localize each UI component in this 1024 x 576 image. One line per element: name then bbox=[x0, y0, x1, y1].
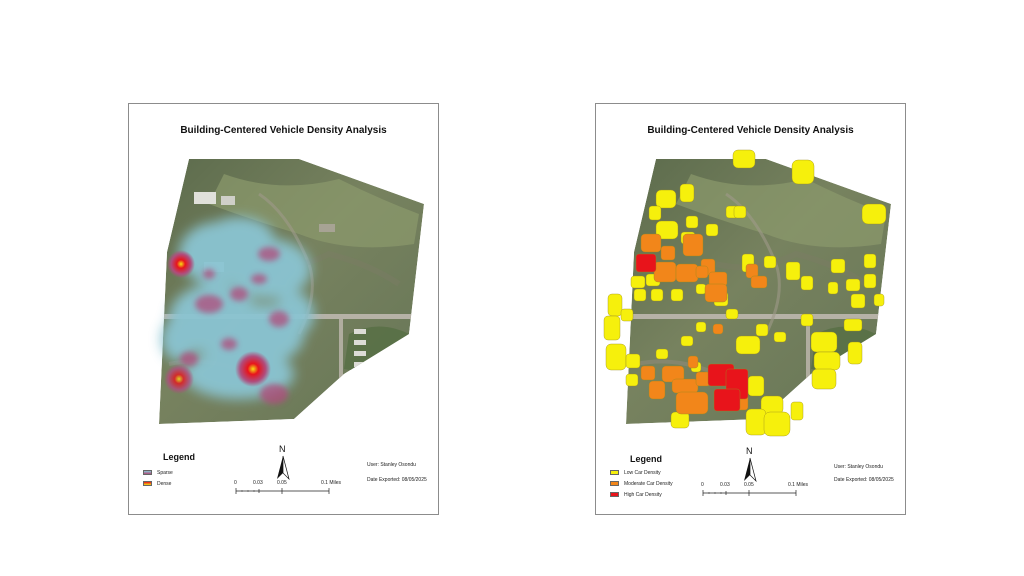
north-arrow-icon bbox=[744, 457, 757, 483]
scale-label-2: 0.05 bbox=[744, 482, 754, 488]
legend-label-low: Low Car Density bbox=[624, 470, 661, 476]
map-layout-buildings: Building-Centered Vehicle Density Analys… bbox=[595, 103, 906, 515]
legend-title: Legend bbox=[163, 452, 196, 462]
legend-swatch-low bbox=[610, 470, 619, 475]
building-density-polygons bbox=[603, 149, 887, 437]
aerial-map-heatmap[interactable] bbox=[129, 104, 439, 515]
north-arrow-icon bbox=[277, 455, 290, 481]
legend-label-sparse: Sparse bbox=[157, 470, 173, 476]
legend-label-high: High Car Density bbox=[624, 492, 662, 498]
map-layout-heatmap: Building-Centered Vehicle Density Analys… bbox=[128, 103, 439, 515]
export-date: Date Exported: 08/05/2025 bbox=[367, 477, 427, 483]
legend-title: Legend bbox=[630, 454, 663, 464]
scale-bar bbox=[235, 488, 330, 494]
legend-swatch-dense bbox=[143, 481, 152, 486]
scale-bar bbox=[702, 490, 797, 496]
legend-swatch-sparse bbox=[143, 470, 152, 475]
user-credit: User: Stanley Osondu bbox=[834, 464, 883, 470]
aerial-map-buildings[interactable] bbox=[596, 104, 906, 515]
scale-label-3: 0.1 Miles bbox=[321, 480, 342, 486]
scale-label-1: 0.03 bbox=[720, 482, 730, 488]
map-title: Building-Centered Vehicle Density Analys… bbox=[647, 125, 854, 136]
user-credit: User: Stanley Osondu bbox=[367, 462, 416, 468]
scale-label-0: 0 bbox=[701, 482, 704, 488]
legend-label-moderate: Moderate Car Density bbox=[624, 481, 673, 487]
map-title: Building-Centered Vehicle Density Analys… bbox=[180, 125, 387, 136]
export-date: Date Exported: 08/05/2025 bbox=[834, 477, 894, 483]
scale-label-1: 0.03 bbox=[253, 480, 263, 486]
legend-label-dense: Dense bbox=[157, 481, 172, 487]
legend-swatch-moderate bbox=[610, 481, 619, 486]
scale-label-0: 0 bbox=[234, 480, 237, 486]
north-label: N bbox=[746, 446, 753, 456]
scale-label-2: 0.05 bbox=[277, 480, 287, 486]
scale-label-3: 0.1 Miles bbox=[788, 482, 809, 488]
legend-swatch-high bbox=[610, 492, 619, 497]
density-heat-layer bbox=[161, 217, 314, 404]
north-label: N bbox=[279, 444, 286, 454]
